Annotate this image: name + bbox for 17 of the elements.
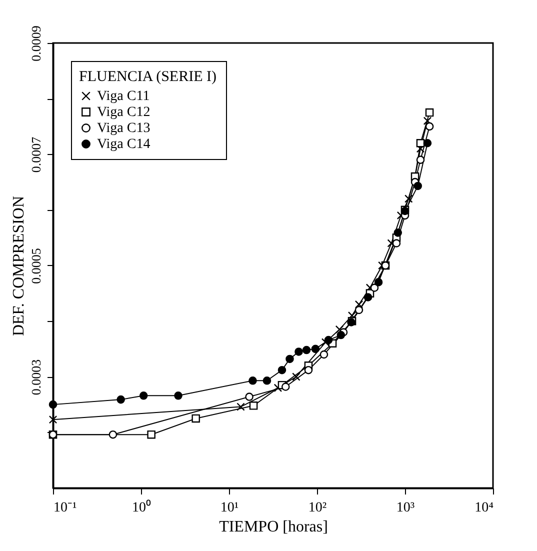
y-tick-label: 0.0007 (28, 136, 44, 173)
y-tick-label: 0.0003 (28, 359, 44, 396)
y-axis-title: DEF. COMPRESION (10, 196, 28, 336)
x-tick-label: 10⁴ (474, 500, 494, 516)
legend-label: Viga C11 (97, 89, 150, 104)
x-tick-label: 10⁰ (132, 500, 151, 516)
x-axis-title: TIEMPO [horas] (219, 518, 328, 536)
x-tick-label: 10² (308, 500, 327, 516)
y-tick-label: 0.0005 (28, 248, 44, 284)
x-tick-label: 10³ (396, 500, 415, 516)
legend-label: Viga C13 (97, 121, 150, 136)
x-tick-label: 10⁻¹ (54, 500, 77, 516)
y-tick-label: 0.0009 (28, 26, 44, 62)
legend-title: FLUENCIA (SERIE I) (79, 69, 216, 85)
legend-label: Viga C12 (97, 105, 150, 120)
legend-label: Viga C14 (97, 137, 150, 152)
x-tick-label: 10¹ (220, 500, 239, 516)
